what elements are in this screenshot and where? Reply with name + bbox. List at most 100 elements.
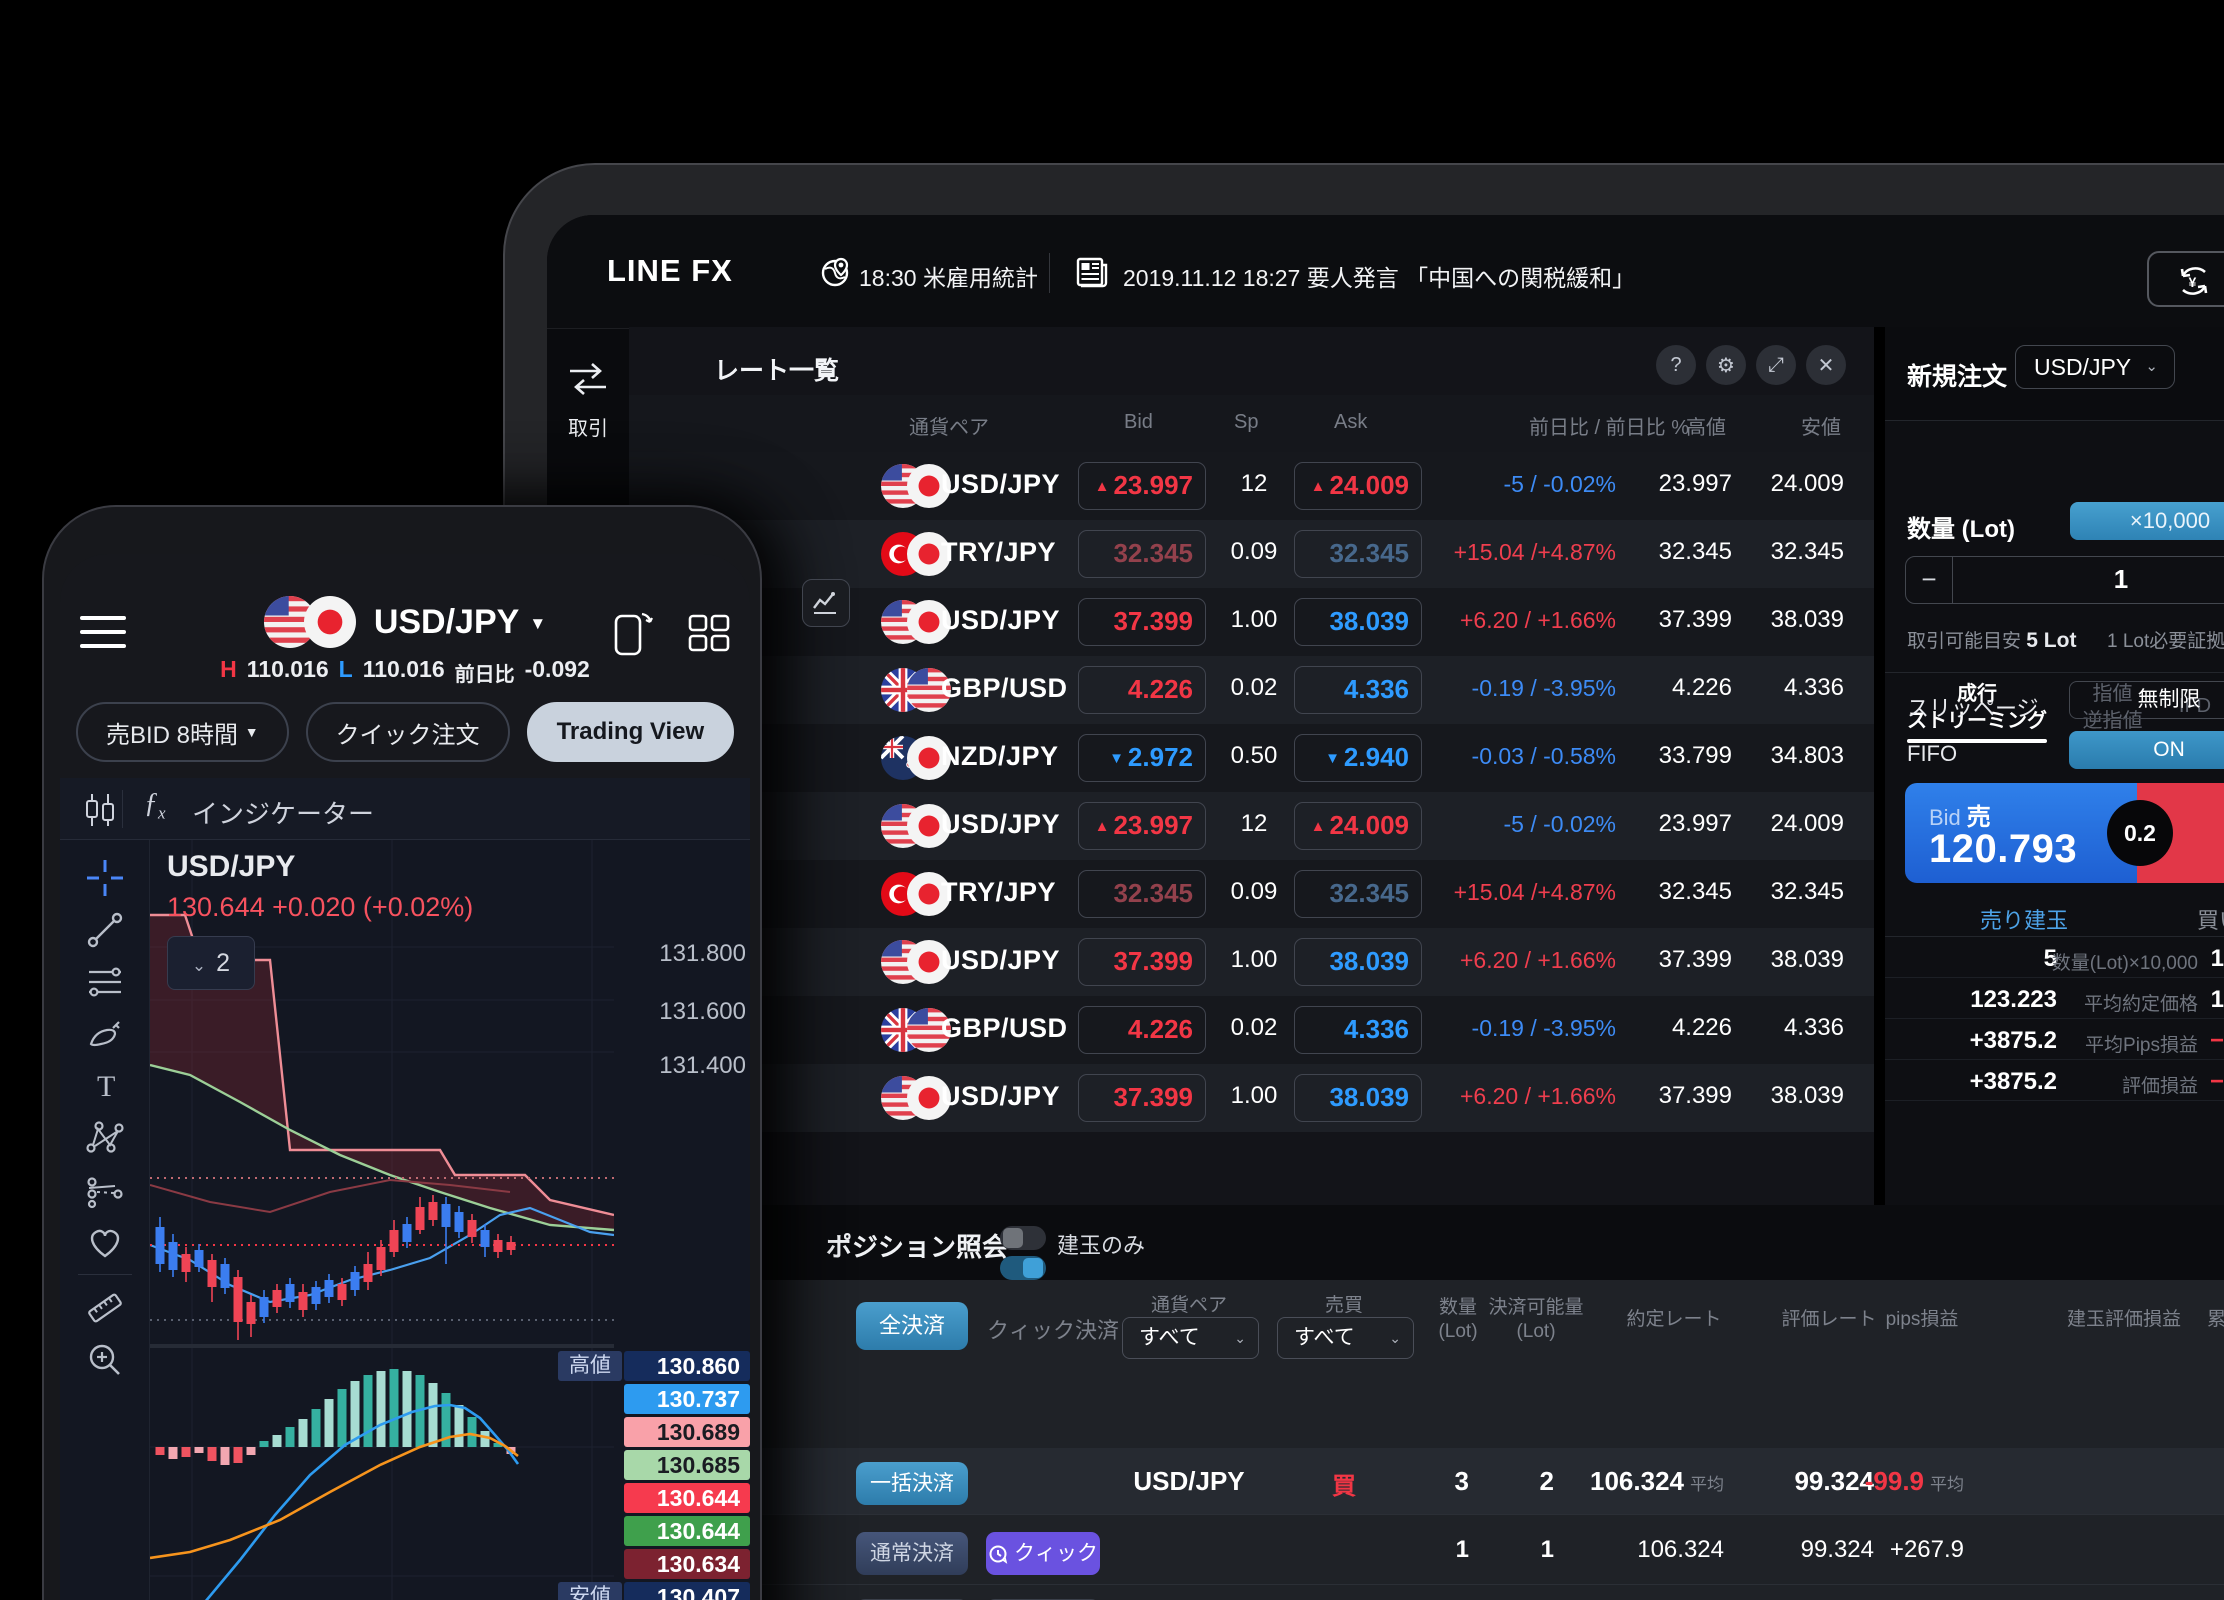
economic-event[interactable]: 18:30 米雇用統計 (859, 265, 1038, 291)
bid-button[interactable]: ▼ 2.972 (1078, 734, 1206, 782)
bid-button[interactable]: 4.226 (1078, 1006, 1206, 1054)
ask-button[interactable]: 32.345 (1294, 530, 1422, 578)
candlestick-icon[interactable] (80, 792, 120, 833)
ask-button[interactable]: 32.345 (1294, 870, 1422, 918)
ruler-icon[interactable] (85, 1288, 125, 1328)
positions-title: ポジション照会 (826, 1232, 1009, 1262)
help-icon[interactable]: ? (1656, 345, 1696, 385)
secondary-toggle[interactable] (1000, 1256, 1046, 1280)
buy-positions-tab[interactable]: 買い建玉 (2197, 908, 2224, 933)
rate-row[interactable]: GBP/USD 4.226 0.02 4.336 -0.19 / -3.95% 4.226… (629, 656, 1936, 724)
heart-icon[interactable] (85, 1222, 125, 1262)
price-label: 130.689 (624, 1417, 750, 1447)
rate-row[interactable]: USD/JPY 37.399 1.00 38.039 +6.20 / +1.66% 37.… (629, 928, 1936, 996)
menu-icon[interactable] (80, 616, 126, 658)
horizontal-lines-icon[interactable] (85, 962, 125, 1002)
bid-button[interactable]: 37.399 (1078, 598, 1206, 646)
ask-button[interactable]: 38.039 (1294, 938, 1422, 986)
rate-row[interactable]: USD/JPY ▲ 23.997 12 ▲ 24.009 -5 / -0.02% 23.997… (629, 452, 1936, 520)
close-all-button[interactable]: 全決済 (856, 1302, 968, 1350)
collapse-indicators-button[interactable]: ⌄ 2 (167, 936, 255, 990)
brush-icon[interactable] (85, 1014, 125, 1054)
pair-name: USD/JPY (941, 1081, 1061, 1111)
ask-button[interactable]: ▼ 2.940 (1294, 734, 1422, 782)
rate-row[interactable]: GBP/USD 4.226 0.02 4.336 -0.19 / -3.95% 4.226… (629, 996, 1936, 1064)
bid-button[interactable]: 37.399 (1078, 938, 1206, 986)
xabcd-pattern-icon[interactable] (85, 1118, 125, 1158)
text-icon[interactable]: T (85, 1066, 125, 1106)
positions-summary-row[interactable]: 一括決済 USD/JPY 買 3 2 106.324 平均 99.324 -99.9 平均 (629, 1448, 2224, 1515)
quick-close-button[interactable]: クィック決済 (987, 1318, 1120, 1343)
svg-text:T: T (97, 1070, 115, 1103)
bid-button[interactable]: 32.345 (1078, 870, 1206, 918)
price-label: 130.407 (624, 1582, 750, 1600)
slippage-value-button[interactable]: 無制限 (2069, 681, 2224, 719)
high-value: 23.997 (1658, 810, 1732, 837)
rate-row[interactable]: USD/JPY 37.399 1.00 38.039 +6.20 / +1.66% 37.… (629, 588, 1936, 656)
order-type-tab[interactable]: 成行 ストリーミング (1907, 681, 2047, 743)
pair-filter-select[interactable]: すべて ⌄ (1122, 1317, 1259, 1359)
rate-row[interactable]: USD/JPY 37.399 1.00 38.039 +6.20 / +1.66% 37.… (629, 1064, 1936, 1132)
zoom-in-icon[interactable] (85, 1340, 125, 1380)
rate-row[interactable]: USD/JPY ▲ 23.997 12 ▲ 24.009 -5 / -0.02% 23.997… (629, 792, 1936, 860)
symbol-header[interactable]: USD/JPY ▼ (60, 594, 750, 650)
close-icon[interactable]: ✕ (1806, 345, 1846, 385)
normal-close-button[interactable]: 通常決済 (856, 1532, 968, 1575)
grid-layout-icon[interactable] (684, 608, 734, 663)
rate-row[interactable]: TRY/JPY 32.345 0.09 32.345 +15.04 /+4.87% 32.… (629, 520, 1936, 588)
quick-close-row-button[interactable]: クィック (986, 1532, 1100, 1575)
rate-refresh-button[interactable]: ¥ (2147, 251, 2224, 307)
open-chart-button[interactable] (802, 579, 850, 627)
trend-line-icon[interactable] (85, 910, 125, 950)
gear-icon[interactable]: ⚙ (1706, 345, 1746, 385)
economic-calendar-icon (819, 255, 853, 294)
quantity-stepper[interactable]: − 1 (1905, 556, 2224, 604)
tablet-screen: LINE FX 18:30 米雇用統計 2019.11.12 18:27 要人発… (547, 215, 2224, 1600)
side-nav-trade[interactable]: 取引 (547, 359, 629, 441)
rate-value: 106.324 (1637, 1536, 1724, 1563)
ask-button[interactable]: 4.336 (1294, 1006, 1422, 1054)
rate-row[interactable]: NZD/JPY ▼ 2.972 0.50 ▼ 2.940 -0.03 / -0.58% 33.… (629, 724, 1936, 792)
bid-button[interactable]: ▲ 23.997 (1078, 462, 1206, 510)
col-closable: 決済可能量 (Lot) (1488, 1297, 1584, 1342)
pair-name: TRY/JPY (941, 877, 1057, 907)
tradingview-tab[interactable]: Trading View (526, 702, 735, 762)
forecast-icon[interactable] (85, 1170, 125, 1210)
quick-order-button[interactable]: クイック注文 (305, 702, 510, 762)
chevron-down-icon: ⌄ (1234, 1330, 1246, 1346)
ask-button[interactable]: ▲ 24.009 (1294, 462, 1422, 510)
phone-device: USD/JPY ▼ H 110.016 L 110.016 前日比 -0.092 (42, 505, 762, 1600)
close-batch-button[interactable]: 一括決済 (856, 1462, 968, 1505)
jp-flag-icon (907, 736, 951, 780)
phone-pair: USD/JPY (373, 602, 520, 641)
fifo-toggle[interactable]: ON (2069, 731, 2224, 769)
rate-row[interactable]: TRY/JPY 32.345 0.09 32.345 +15.04 /+4.87% 32.… (629, 860, 1936, 928)
crosshair-icon[interactable] (85, 858, 125, 898)
ask-button[interactable]: 38.039 (1294, 598, 1422, 646)
bid-sell-button[interactable]: Bid 売 120.793 (1905, 783, 2137, 883)
fx-indicator-icon[interactable]: ƒx (144, 788, 166, 823)
ask-button[interactable]: 4.336 (1294, 666, 1422, 714)
qty-minus-button[interactable]: − (1906, 557, 1953, 603)
bid-button[interactable]: 4.226 (1078, 666, 1206, 714)
price-mode-select[interactable]: 売BID 8時間 ▼ (76, 702, 289, 762)
bid-button[interactable]: 37.399 (1078, 1074, 1206, 1122)
spread-value: 0.50 (1230, 742, 1278, 769)
ask-button[interactable]: ▲ 24.009 (1294, 802, 1422, 850)
news-headline[interactable]: 2019.11.12 18:27 要人発言 「中国への関税緩和」 (1123, 265, 1636, 291)
bid-button[interactable]: 32.345 (1078, 530, 1206, 578)
order-pair-select[interactable]: USD/JPY ⌄ (2015, 345, 2175, 389)
order-type-tab[interactable]: 指値 逆指値 (2082, 683, 2143, 732)
qty-value[interactable]: 1 (2113, 564, 2129, 594)
open-positions-only-toggle[interactable] (1000, 1226, 1046, 1250)
side-filter-select[interactable]: すべて ⌄ (1277, 1317, 1414, 1359)
order-type-tab[interactable]: IFD (2178, 695, 2212, 717)
ask-button[interactable]: 38.039 (1294, 1074, 1422, 1122)
rotate-device-icon[interactable] (608, 608, 658, 663)
indicator-label[interactable]: インジケーター (192, 799, 375, 829)
bid-button[interactable]: ▲ 23.997 (1078, 802, 1206, 850)
sell-positions-tab[interactable]: 売り建玉 (1980, 908, 2069, 933)
expand-icon[interactable]: ⤢ (1756, 345, 1796, 385)
